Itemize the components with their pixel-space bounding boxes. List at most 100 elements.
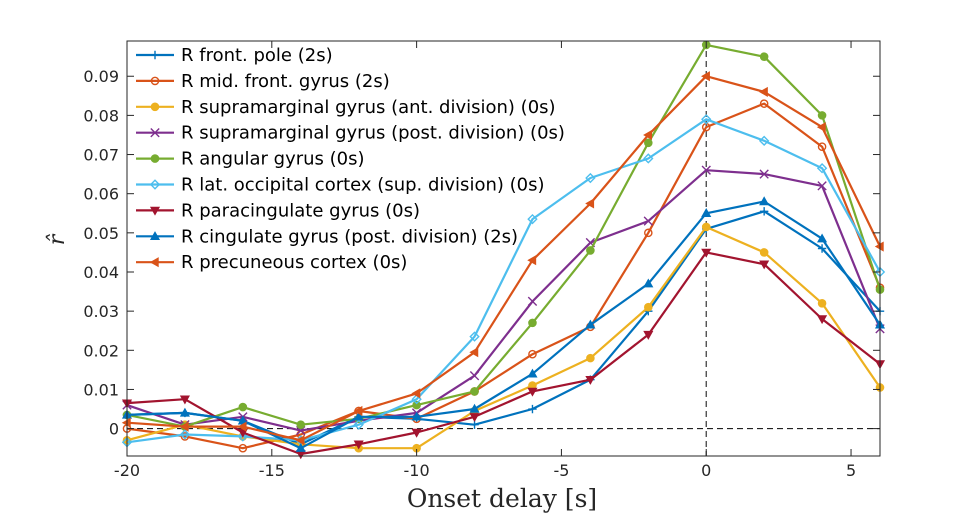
data-point (644, 138, 653, 148)
data-point (817, 111, 827, 120)
data-point (237, 431, 249, 442)
data-point (817, 244, 827, 253)
data-point (817, 233, 828, 243)
y-tick-label: 0.03 (83, 302, 119, 321)
data-point (759, 99, 769, 108)
data-point (411, 388, 421, 399)
data-point (527, 368, 538, 378)
data-point (585, 198, 595, 209)
data-point (817, 142, 827, 152)
data-point (643, 216, 654, 226)
x-tick-label: 5 (846, 461, 856, 480)
data-point (469, 413, 480, 423)
x-tick-label: -20 (114, 461, 140, 480)
data-point (528, 318, 537, 328)
series-4 (122, 165, 885, 436)
x-tick-label: 0 (701, 461, 711, 480)
data-point (469, 347, 479, 358)
data-point (295, 442, 306, 452)
data-point (527, 296, 538, 307)
data-point (817, 299, 827, 308)
data-point (586, 353, 595, 363)
legend-label: R mid. front. gyrus (2s) (181, 71, 390, 92)
legend-swatch-marker (149, 206, 161, 216)
data-point (295, 435, 305, 446)
data-point (469, 371, 480, 381)
data-point (411, 411, 422, 421)
data-point (643, 330, 654, 340)
data-point (412, 400, 421, 410)
legend-swatch-marker (149, 179, 161, 190)
data-point (817, 315, 828, 325)
data-point (644, 302, 653, 312)
legend-label: R front. pole (2s) (181, 45, 333, 66)
data-point (353, 440, 364, 450)
x-tick-label: -15 (259, 461, 285, 480)
series-line (126, 200, 881, 450)
data-point (528, 349, 537, 359)
series-7 (121, 248, 886, 460)
legend-label: R supramarginal gyrus (ant. division) (0… (181, 97, 556, 118)
y-axis-label: r̂ (45, 233, 70, 245)
x-tick-label: -10 (404, 461, 430, 480)
legend-swatch-marker (149, 231, 161, 240)
data-point (469, 331, 480, 342)
legend-item-9: R precuneous cortex (0s) (136, 252, 407, 273)
y-tick-label: 0 (109, 420, 119, 439)
series-line (126, 102, 882, 450)
data-point (296, 420, 306, 429)
data-point (759, 196, 770, 206)
data-point (816, 163, 828, 174)
legend-item-1: R front. pole (2s) (136, 45, 333, 66)
legend: R front. pole (2s) R mid. front. gyrus (2… (136, 45, 565, 273)
legend-item-3: R supramarginal gyrus (ant. division) (0… (136, 97, 556, 118)
y-tick-label: 0.09 (83, 67, 119, 86)
series-layer (121, 40, 886, 460)
data-point (353, 419, 364, 430)
data-point (759, 248, 769, 257)
data-point (179, 429, 191, 440)
data-point (817, 181, 827, 191)
data-point (353, 411, 364, 421)
data-point (179, 407, 190, 417)
data-point (643, 153, 654, 164)
data-point (759, 260, 770, 270)
data-point (528, 404, 537, 414)
data-point (527, 387, 538, 397)
data-point (758, 86, 768, 97)
y-tick-label: 0.02 (83, 341, 119, 360)
data-point (701, 165, 711, 175)
data-point (586, 246, 595, 255)
legend-swatch-marker (150, 154, 160, 163)
data-point (585, 375, 596, 385)
legend-label: R precuneous cortex (0s) (181, 252, 407, 273)
data-point (701, 208, 712, 217)
series-line (126, 169, 882, 432)
data-point (644, 228, 653, 238)
data-point (701, 114, 712, 125)
data-point (701, 222, 711, 232)
data-point (179, 395, 190, 405)
axes-box (126, 40, 881, 457)
x-axis-label: Onset delay [s] (407, 484, 597, 513)
data-point (759, 52, 769, 61)
legend-swatch-marker (149, 257, 159, 268)
data-point (585, 172, 596, 184)
data-point (179, 421, 189, 432)
data-point (353, 405, 363, 417)
legend-label: R cingulate gyrus (post. division) (2s) (181, 226, 518, 247)
legend-item-6: R lat. occipital cortex (sup. division) … (136, 175, 544, 196)
data-point (643, 129, 653, 141)
x-tick-label: -5 (553, 461, 569, 480)
data-point (585, 319, 596, 329)
legend-item-4: R supramarginal gyrus (post. division) (… (136, 123, 565, 144)
series-line (126, 43, 882, 428)
axes (126, 40, 881, 457)
y-tick-label: 0.06 (83, 185, 119, 204)
legend-item-5: R angular gyrus (0s) (136, 149, 365, 170)
legend-swatch-marker (150, 128, 160, 138)
legend-label: R lat. occipital cortex (sup. division) … (181, 175, 544, 196)
y-tick-label: 0.04 (83, 263, 119, 282)
legend-label: R angular gyrus (0s) (181, 149, 365, 170)
